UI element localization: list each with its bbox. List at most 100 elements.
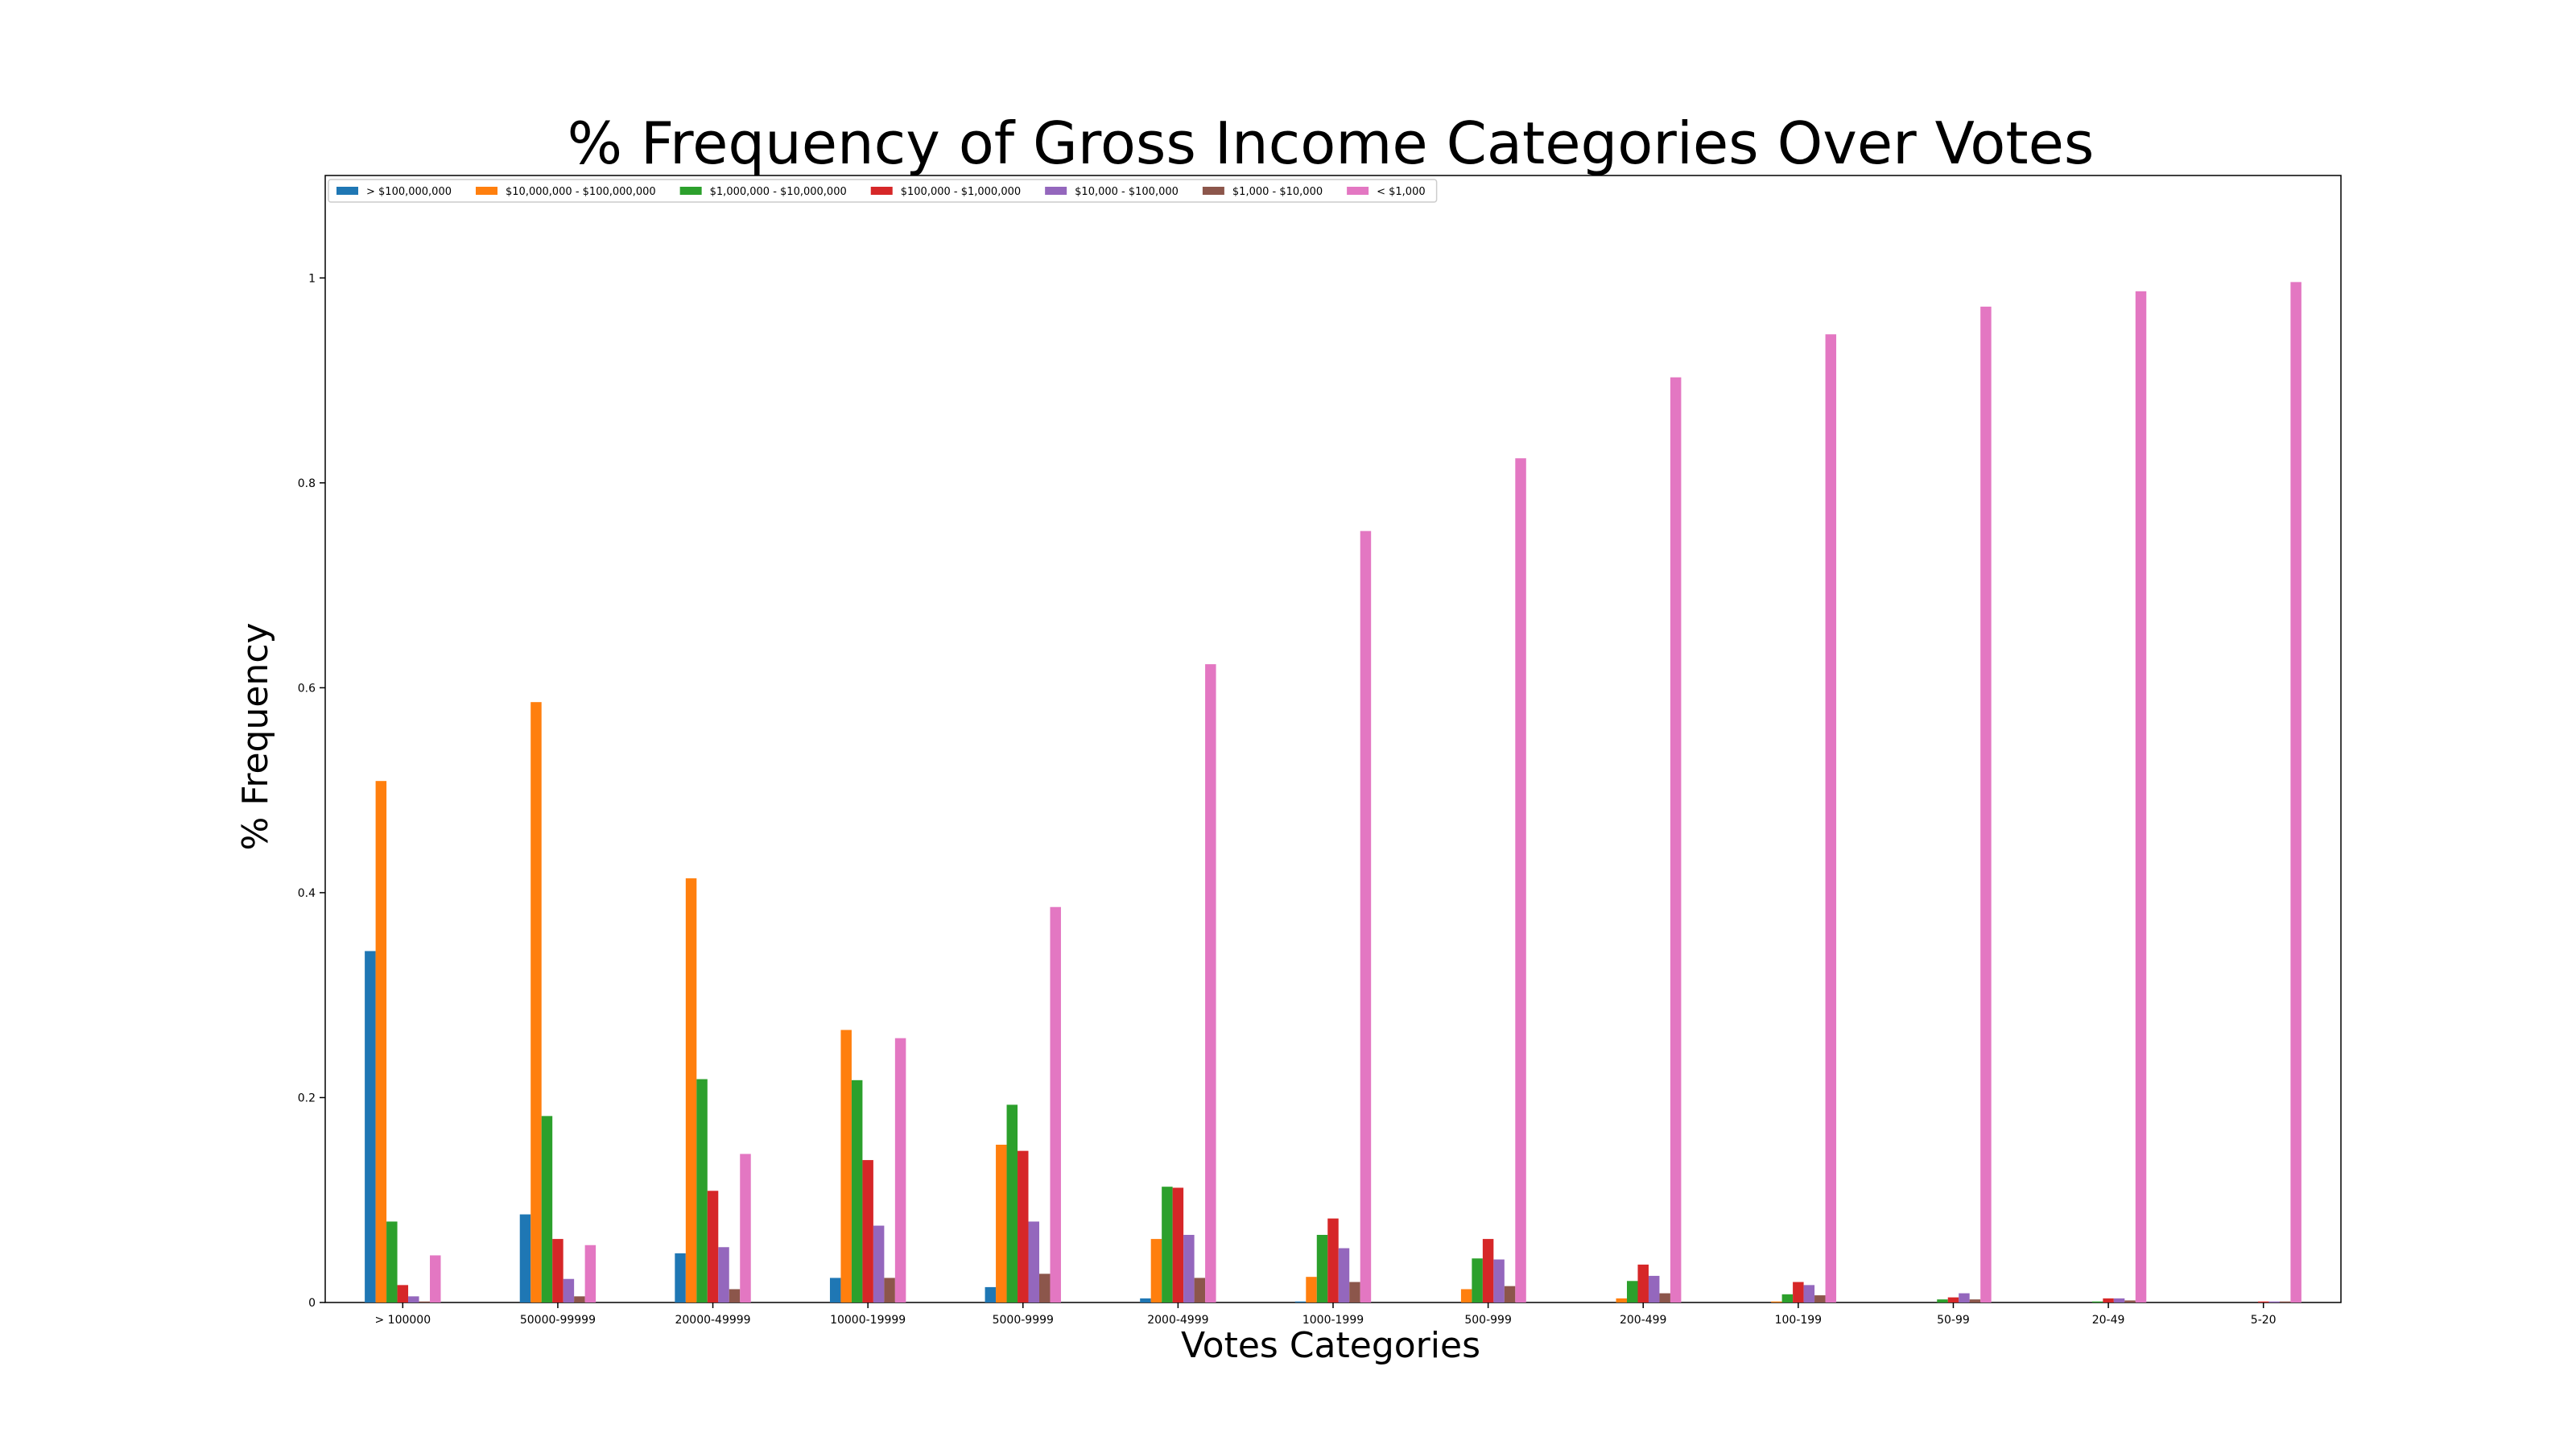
legend-label-6: $1,000 - $10,000 <box>1232 186 1323 198</box>
legend-swatch-7 <box>1347 187 1369 195</box>
plot-area: 0 0.2 0.4 0.6 0.8 1 > 100000 50000-99999 20000-… <box>298 175 2342 1327</box>
bar-7-11 <box>1980 306 1992 1302</box>
legend-label-4: $100,000 - $1,000,000 <box>901 186 1021 198</box>
bar-7-10 <box>1825 334 1837 1302</box>
bar-5-1 <box>408 1296 419 1302</box>
bar-4-8 <box>1482 1239 1494 1302</box>
bar-5-3 <box>718 1247 729 1302</box>
bar-6-2 <box>574 1296 585 1302</box>
bar-7-3 <box>740 1154 751 1302</box>
bar-6-9 <box>1659 1293 1670 1302</box>
bar-4-4 <box>862 1160 873 1302</box>
bar-3-6 <box>1162 1187 1173 1302</box>
x-ticks: > 100000 50000-99999 20000-49999 10000-1999… <box>374 1302 2277 1327</box>
bar-2-6 <box>1150 1239 1162 1302</box>
bar-3-10 <box>1781 1294 1794 1302</box>
bar-5-10 <box>1803 1285 1815 1302</box>
bar-6-5 <box>1038 1274 1051 1302</box>
bar-4-2 <box>552 1239 564 1302</box>
bar-2-9 <box>1616 1298 1627 1302</box>
x-tick-label: 20-49 <box>2092 1314 2125 1327</box>
bar-6-12 <box>2124 1300 2136 1302</box>
legend-swatch-2 <box>476 187 497 195</box>
x-tick-label: 50000-99999 <box>520 1314 596 1327</box>
legend-label-1: > $100,000,000 <box>366 186 452 198</box>
bar-6-7 <box>1349 1282 1360 1302</box>
x-tick-label: 20000-49999 <box>675 1314 750 1327</box>
bar-3-11 <box>1937 1299 1948 1302</box>
bar-2-7 <box>1306 1277 1317 1302</box>
bar-1-6 <box>1140 1298 1151 1302</box>
bar-6-8 <box>1504 1286 1516 1302</box>
bars-group <box>365 282 2301 1303</box>
legend: > $100,000,000 $10,000,000 - $100,000,000… <box>328 179 1438 203</box>
bar-1-1 <box>365 951 376 1302</box>
bar-6-6 <box>1194 1278 1206 1302</box>
bar-5-8 <box>1493 1259 1505 1302</box>
x-tick-label: 5-20 <box>2251 1314 2277 1327</box>
bar-1-5 <box>985 1286 997 1302</box>
x-tick-label: 5000-9999 <box>993 1314 1054 1327</box>
y-tick-label: 0.8 <box>298 477 316 490</box>
bar-4-12 <box>2103 1298 2114 1302</box>
bar-7-12 <box>2135 291 2147 1302</box>
plot-frame <box>324 175 2342 1303</box>
bar-3-2 <box>541 1116 553 1302</box>
bar-2-1 <box>375 781 387 1302</box>
bar-3-7 <box>1316 1235 1328 1302</box>
bar-4-7 <box>1327 1218 1339 1302</box>
bar-4-11 <box>1947 1297 1959 1302</box>
bar-5-7 <box>1338 1248 1350 1302</box>
bar-5-12 <box>2113 1298 2125 1302</box>
bar-5-11 <box>1959 1293 1970 1302</box>
bar-7-4 <box>894 1038 906 1302</box>
bar-2-4 <box>840 1030 852 1302</box>
bar-3-9 <box>1627 1281 1638 1302</box>
bar-7-8 <box>1515 458 1526 1302</box>
bar-1-3 <box>675 1253 686 1302</box>
bar-4-1 <box>397 1285 409 1302</box>
bar-5-6 <box>1183 1235 1195 1302</box>
bar-4-6 <box>1172 1187 1184 1302</box>
y-tick-label: 0.4 <box>298 887 316 900</box>
x-tick-label: 500-999 <box>1464 1314 1512 1327</box>
bar-5-9 <box>1648 1275 1660 1302</box>
bar-4-5 <box>1018 1150 1029 1302</box>
bar-3-4 <box>851 1080 863 1302</box>
x-tick-label: 100-199 <box>1775 1314 1823 1327</box>
bar-2-2 <box>530 702 542 1302</box>
legend-label-7: < $1,000 <box>1377 186 1426 198</box>
bar-6-10 <box>1814 1295 1826 1302</box>
bar-7-2 <box>584 1245 597 1302</box>
bar-2-5 <box>996 1145 1007 1302</box>
bar-7-7 <box>1360 530 1372 1302</box>
bar-7-6 <box>1205 664 1216 1302</box>
x-tick-label: 1000-1999 <box>1302 1314 1364 1327</box>
bar-7-9 <box>1670 377 1682 1303</box>
bar-6-4 <box>884 1278 895 1302</box>
bar-5-2 <box>563 1278 575 1302</box>
legend-swatch-4 <box>870 187 893 195</box>
bar-1-4 <box>829 1278 841 1302</box>
x-axis-label: Votes Categories <box>1181 1325 1480 1366</box>
y-tick-label: 0.2 <box>298 1092 316 1104</box>
y-axis-label: % Frequency <box>235 622 276 850</box>
bar-4-3 <box>707 1191 719 1302</box>
y-tick-label: 1 <box>308 272 316 285</box>
bar-6-11 <box>1969 1299 1981 1302</box>
bar-3-1 <box>386 1221 398 1302</box>
bar-4-9 <box>1637 1264 1649 1302</box>
bar-6-3 <box>729 1289 741 1302</box>
bar-3-8 <box>1472 1258 1483 1302</box>
x-tick-label: 200-499 <box>1620 1314 1667 1327</box>
legend-label-2: $10,000,000 - $100,000,000 <box>506 186 656 198</box>
x-tick-label: 50-99 <box>1937 1314 1970 1327</box>
x-tick-label: 2000-4999 <box>1147 1314 1208 1327</box>
x-tick-label: > 100000 <box>374 1314 431 1327</box>
bar-2-3 <box>685 878 697 1302</box>
legend-swatch-5 <box>1045 187 1067 195</box>
legend-swatch-6 <box>1202 187 1224 195</box>
legend-label-5: $10,000 - $100,000 <box>1075 186 1179 198</box>
legend-label-3: $1,000,000 - $10,000,000 <box>710 186 847 198</box>
